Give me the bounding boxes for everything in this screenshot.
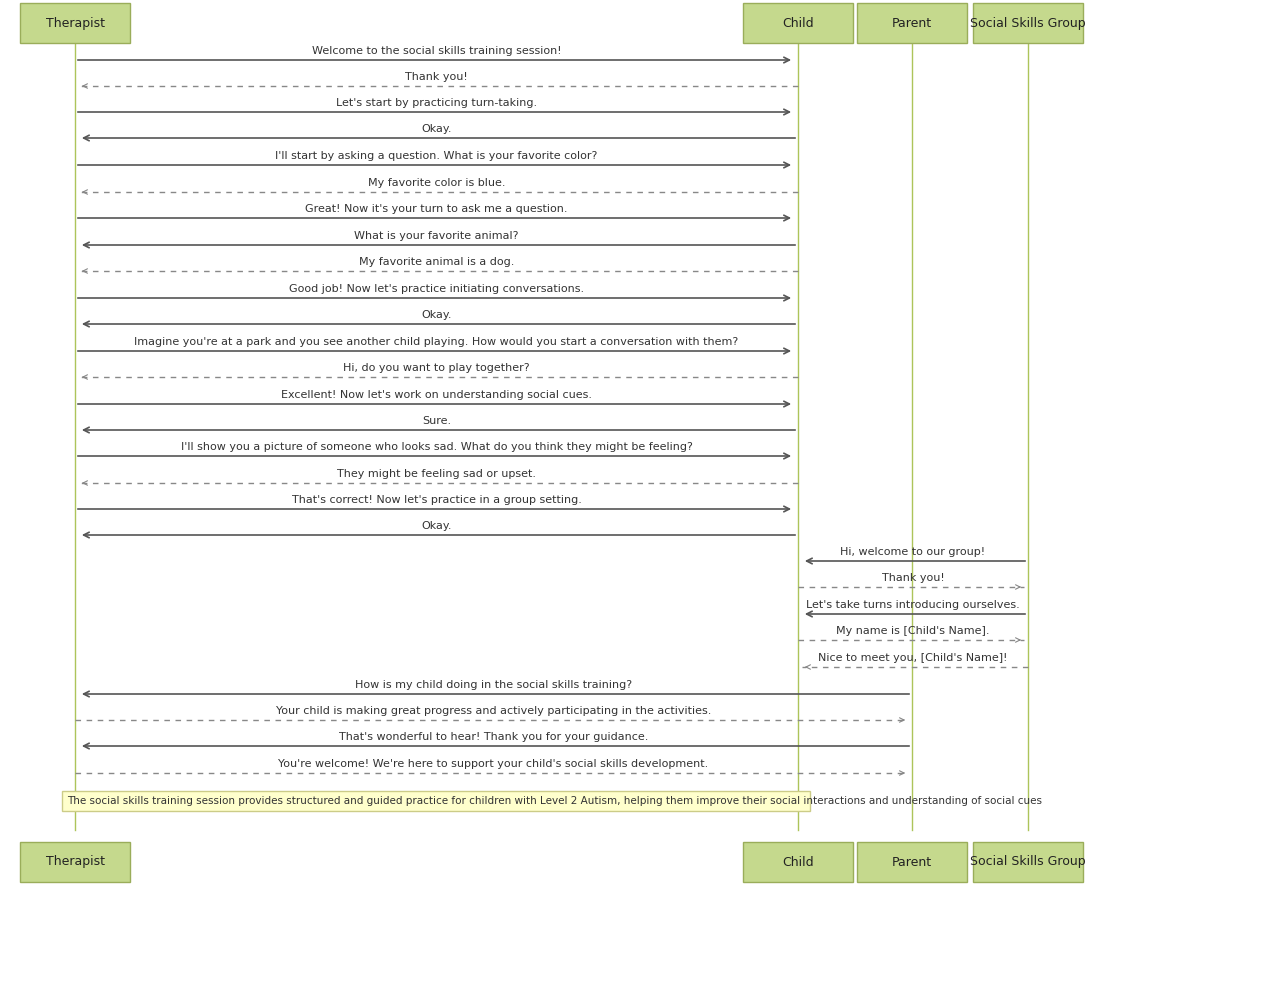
Text: Sure.: Sure.: [422, 416, 451, 426]
Text: Okay.: Okay.: [421, 521, 452, 531]
Text: They might be feeling sad or upset.: They might be feeling sad or upset.: [337, 469, 536, 479]
Text: Okay.: Okay.: [421, 124, 452, 134]
Text: The social skills training session provides structured and guided practice for c: The social skills training session provi…: [67, 796, 1042, 806]
Text: Thank you!: Thank you!: [882, 573, 945, 583]
Text: That's correct! Now let's practice in a group setting.: That's correct! Now let's practice in a …: [292, 495, 581, 505]
Text: Hi, welcome to our group!: Hi, welcome to our group!: [841, 547, 986, 557]
Text: I'll start by asking a question. What is your favorite color?: I'll start by asking a question. What is…: [275, 151, 598, 161]
Bar: [858, 842, 966, 882]
Text: Social Skills Group: Social Skills Group: [970, 855, 1085, 868]
Bar: [61, 791, 810, 811]
Text: My favorite animal is a dog.: My favorite animal is a dog.: [358, 257, 515, 267]
Text: You're welcome! We're here to support your child's social skills development.: You're welcome! We're here to support yo…: [278, 759, 709, 769]
Text: Social Skills Group: Social Skills Group: [970, 16, 1085, 29]
Bar: [973, 842, 1083, 882]
Text: Let's start by practicing turn-taking.: Let's start by practicing turn-taking.: [335, 98, 538, 108]
Text: Thank you!: Thank you!: [406, 72, 468, 82]
Text: Parent: Parent: [892, 855, 932, 868]
Text: Welcome to the social skills training session!: Welcome to the social skills training se…: [312, 46, 562, 56]
Text: How is my child doing in the social skills training?: How is my child doing in the social skil…: [355, 680, 632, 690]
Text: Child: Child: [782, 16, 814, 29]
Text: Parent: Parent: [892, 16, 932, 29]
Text: Let's take turns introducing ourselves.: Let's take turns introducing ourselves.: [806, 600, 1020, 610]
Text: Excellent! Now let's work on understanding social cues.: Excellent! Now let's work on understandi…: [282, 390, 591, 400]
Text: Your child is making great progress and actively participating in the activities: Your child is making great progress and …: [275, 706, 712, 716]
Text: Okay.: Okay.: [421, 310, 452, 320]
Text: Imagine you're at a park and you see another child playing. How would you start : Imagine you're at a park and you see ano…: [134, 337, 739, 347]
Text: My name is [Child's Name].: My name is [Child's Name].: [836, 626, 989, 636]
Text: Good job! Now let's practice initiating conversations.: Good job! Now let's practice initiating …: [289, 284, 584, 294]
Bar: [858, 3, 966, 43]
Text: Child: Child: [782, 855, 814, 868]
Bar: [742, 3, 852, 43]
Text: That's wonderful to hear! Thank you for your guidance.: That's wonderful to hear! Thank you for …: [339, 732, 648, 742]
Text: Nice to meet you, [Child's Name]!: Nice to meet you, [Child's Name]!: [818, 653, 1007, 663]
Bar: [742, 842, 852, 882]
Text: Therapist: Therapist: [46, 16, 105, 29]
Text: My favorite color is blue.: My favorite color is blue.: [367, 178, 506, 188]
Text: Therapist: Therapist: [46, 855, 105, 868]
Bar: [20, 3, 131, 43]
Text: Great! Now it's your turn to ask me a question.: Great! Now it's your turn to ask me a qu…: [305, 204, 568, 214]
Text: I'll show you a picture of someone who looks sad. What do you think they might b: I'll show you a picture of someone who l…: [180, 442, 692, 452]
Text: Hi, do you want to play together?: Hi, do you want to play together?: [343, 363, 530, 373]
Text: What is your favorite animal?: What is your favorite animal?: [355, 231, 518, 241]
Bar: [20, 842, 131, 882]
Bar: [973, 3, 1083, 43]
